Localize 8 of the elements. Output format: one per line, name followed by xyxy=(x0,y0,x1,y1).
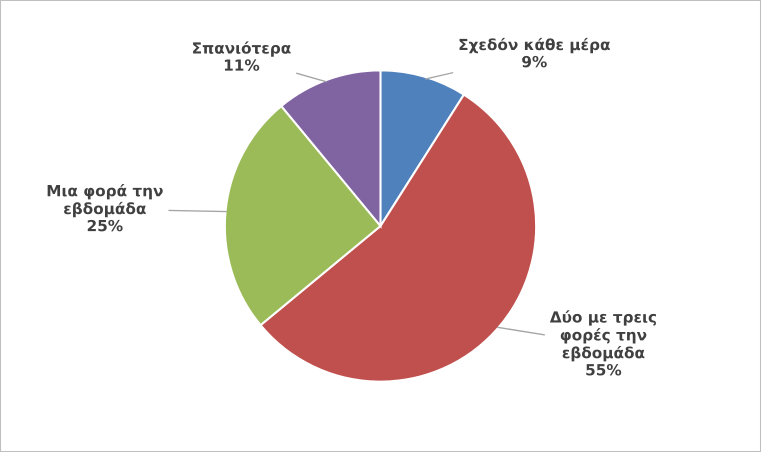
slice-label: Μια φορά την εβδομάδα xyxy=(48,184,163,218)
data-label: 9% xyxy=(522,56,547,68)
slice-label: Σπανιότερα xyxy=(193,41,291,57)
data-label: 25% xyxy=(88,220,123,232)
slice-label: Σχεδόν κάθε μέρα xyxy=(460,38,610,54)
data-label: 11% xyxy=(224,59,260,71)
slice-label: Δύο με τρεις φορές την εβδομάδα xyxy=(550,310,656,362)
data-label: 55% xyxy=(586,364,622,376)
